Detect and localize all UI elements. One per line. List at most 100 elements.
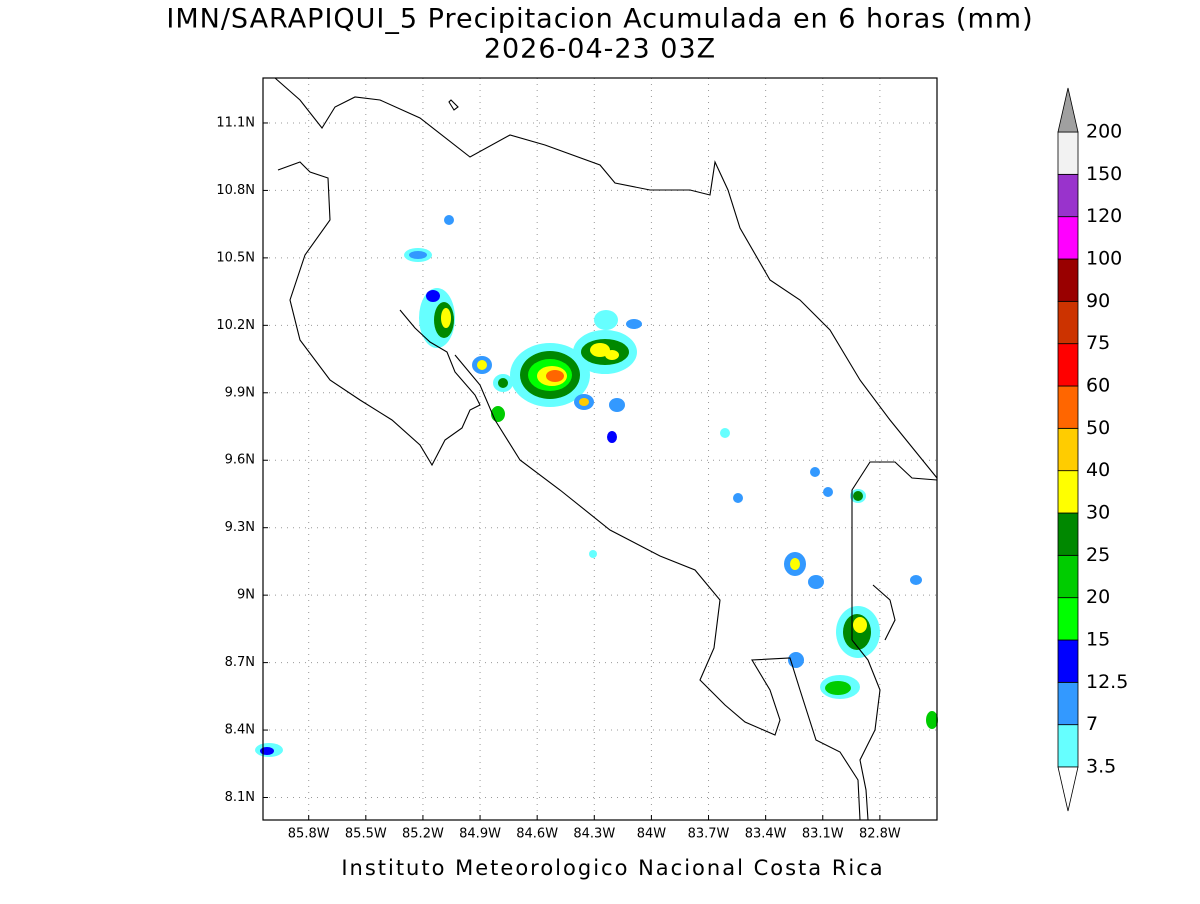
colorbar-label: 100 <box>1086 248 1122 270</box>
colorbar-under <box>1057 766 1079 812</box>
coastline <box>274 77 938 479</box>
rain-area <box>589 550 597 558</box>
rain-area <box>491 406 505 422</box>
rain-area <box>808 575 824 589</box>
rain-area <box>609 398 625 412</box>
rain-area <box>790 558 800 570</box>
colorbar-label: 150 <box>1086 163 1122 185</box>
rain-area <box>426 290 440 302</box>
rain-area <box>823 487 833 497</box>
y-tick-label: 10.2N <box>216 318 255 333</box>
colorbar-label: 50 <box>1086 417 1110 439</box>
x-tick-label: 83.7W <box>688 827 730 842</box>
colorbar: 3.5 7 12.5 15 20 25 30 40 50 60 75 90 100 120 150 200 <box>1057 87 1128 812</box>
colorbar-box <box>1057 258 1079 302</box>
rain-area <box>926 711 938 729</box>
axes: 85.8W 85.5W 85.2W 84.9W 84.6W 84.3W 84W 83.7W 83… <box>216 115 901 841</box>
colorbar-label: 40 <box>1086 459 1110 481</box>
rain-area <box>441 308 451 328</box>
coastline <box>454 354 861 821</box>
y-tick-label: 9.9N <box>225 385 255 400</box>
subtitle: 2026-04-23 03Z <box>484 34 716 65</box>
colorbar-label: 12.5 <box>1086 671 1128 693</box>
rain-area <box>594 310 618 330</box>
y-tick-label: 8.4N <box>225 723 255 738</box>
coastlines <box>274 77 938 821</box>
y-tick-label: 8.1N <box>225 790 255 805</box>
precipitation <box>255 215 938 757</box>
rain-area <box>477 360 487 370</box>
colorbar-box <box>1057 681 1079 726</box>
rain-area <box>260 747 274 755</box>
x-tick-label: 85.2W <box>402 827 444 842</box>
rain-area <box>720 428 730 438</box>
colorbar-box <box>1057 385 1079 429</box>
x-tick-label: 85.5W <box>345 827 387 842</box>
rain-area <box>853 617 867 633</box>
coastline <box>277 161 481 467</box>
rain-area <box>546 370 564 382</box>
colorbar-box <box>1057 724 1079 768</box>
x-tick-label: 82.8W <box>859 827 901 842</box>
coastline <box>851 639 881 821</box>
colorbar-label: 15 <box>1086 629 1110 651</box>
rain-area <box>607 431 617 443</box>
y-tick-label: 9N <box>237 588 255 603</box>
rain-area <box>810 467 820 477</box>
rain-area <box>444 215 454 225</box>
colorbar-box <box>1057 597 1079 641</box>
colorbar-box <box>1057 173 1079 218</box>
y-tick-label: 9.6N <box>225 453 255 468</box>
colorbar-box <box>1057 343 1079 387</box>
colorbar-box <box>1057 131 1079 175</box>
rain-area <box>498 378 508 388</box>
rain-area <box>853 491 863 501</box>
rain-area <box>409 251 427 259</box>
x-tick-label: 84.3W <box>573 827 615 842</box>
rain-area <box>590 343 610 357</box>
colorbar-label: 75 <box>1086 332 1110 354</box>
colorbar-box <box>1057 216 1079 260</box>
colorbar-label: 7 <box>1086 713 1098 735</box>
colorbar-label: 25 <box>1086 544 1110 566</box>
colorbar-label: 200 <box>1086 121 1122 143</box>
x-tick-label: 84.9W <box>459 827 501 842</box>
y-tick-label: 9.3N <box>225 520 255 535</box>
y-tick-label: 8.7N <box>225 655 255 670</box>
x-tick-label: 83.1W <box>802 827 844 842</box>
x-tick-label: 84.6W <box>516 827 558 842</box>
colorbar-box <box>1057 427 1079 472</box>
colorbar-box <box>1057 300 1079 345</box>
colorbar-box <box>1057 512 1079 556</box>
colorbar-label: 60 <box>1086 375 1110 397</box>
colorbar-label: 20 <box>1086 586 1110 608</box>
y-tick-label: 10.5N <box>216 250 255 265</box>
colorbar-label: 30 <box>1086 502 1110 524</box>
x-tick-label: 85.8W <box>288 827 330 842</box>
rain-area <box>825 681 851 695</box>
coastline <box>851 461 938 640</box>
rain-area <box>605 350 619 360</box>
colorbar-over <box>1057 87 1079 133</box>
x-tick-label: 83.4W <box>745 827 787 842</box>
colorbar-label: 3.5 <box>1086 756 1116 778</box>
y-tick-label: 11.1N <box>216 115 255 130</box>
rain-area <box>910 575 922 585</box>
colorbar-box <box>1057 639 1079 683</box>
rain-area <box>579 398 589 406</box>
colorbar-label: 120 <box>1086 205 1122 227</box>
title: IMN/SARAPIQUI_5 Precipitacion Acumulada … <box>166 4 1033 35</box>
colorbar-label: 90 <box>1086 290 1110 312</box>
x-tick-label: 84W <box>637 827 667 842</box>
island <box>448 99 459 111</box>
map-frame <box>262 77 938 821</box>
grid <box>263 78 937 820</box>
rain-area <box>626 319 642 329</box>
rain-area <box>733 493 743 503</box>
coastline <box>872 584 896 641</box>
y-tick-label: 10.8N <box>216 183 255 198</box>
colorbar-box <box>1057 470 1079 514</box>
colorbar-box <box>1057 554 1079 599</box>
footer: Instituto Meteorologico Nacional Costa R… <box>341 856 884 880</box>
